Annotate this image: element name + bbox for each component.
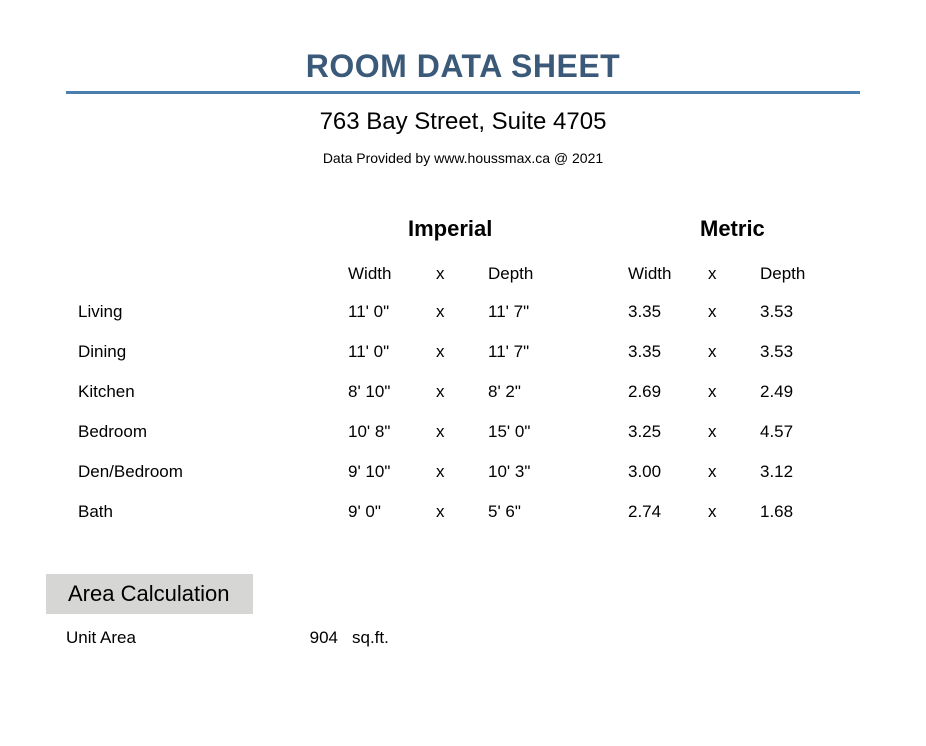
imp-width: 11' 0": [348, 342, 436, 362]
col-header-met-depth: Depth: [760, 264, 840, 284]
imp-depth: 5' 6": [488, 502, 598, 522]
met-depth: 3.12: [760, 462, 840, 482]
imp-depth: 15' 0": [488, 422, 598, 442]
met-width: 3.35: [628, 302, 708, 322]
area-calculation-header: Area Calculation: [46, 574, 253, 614]
imp-x: x: [436, 422, 488, 442]
met-x: x: [708, 462, 760, 482]
room-table: Imperial Metric Width x Depth Width x De…: [78, 216, 860, 522]
table-row: Bath9' 0"x5' 6"2.74x1.68: [78, 502, 860, 522]
group-header-imperial: Imperial: [348, 216, 628, 242]
title-rule: [66, 91, 860, 94]
page-title: ROOM DATA SHEET: [66, 48, 860, 85]
address-line: 763 Bay Street, Suite 4705: [66, 108, 860, 136]
met-depth: 4.57: [760, 422, 840, 442]
room-name: Dining: [78, 342, 348, 362]
room-name: Bedroom: [78, 422, 348, 442]
imp-width: 10' 8": [348, 422, 436, 442]
imp-depth: 10' 3": [488, 462, 598, 482]
col-header-imp-x: x: [436, 264, 488, 284]
imp-width: 9' 10": [348, 462, 436, 482]
table-row: Bedroom10' 8"x15' 0"3.25x4.57: [78, 422, 860, 442]
imp-width: 11' 0": [348, 302, 436, 322]
group-header-metric: Metric: [628, 216, 848, 242]
imp-x: x: [436, 462, 488, 482]
room-name: Living: [78, 302, 348, 322]
area-value: 904: [296, 628, 338, 648]
met-depth: 2.49: [760, 382, 840, 402]
table-row: Kitchen8' 10"x8' 2"2.69x2.49: [78, 382, 860, 402]
col-header-imp-width: Width: [348, 264, 436, 284]
imp-width: 8' 10": [348, 382, 436, 402]
area-label: Unit Area: [66, 628, 296, 648]
met-width: 2.74: [628, 502, 708, 522]
met-width: 3.00: [628, 462, 708, 482]
table-row: Living11' 0"x11' 7"3.35x3.53: [78, 302, 860, 322]
met-width: 2.69: [628, 382, 708, 402]
col-header-met-x: x: [708, 264, 760, 284]
room-name: Bath: [78, 502, 348, 522]
imp-depth: 11' 7": [488, 302, 598, 322]
imp-depth: 11' 7": [488, 342, 598, 362]
met-x: x: [708, 302, 760, 322]
imp-x: x: [436, 382, 488, 402]
met-width: 3.35: [628, 342, 708, 362]
imp-x: x: [436, 502, 488, 522]
room-name: Kitchen: [78, 382, 348, 402]
met-x: x: [708, 502, 760, 522]
area-unit: sq.ft.: [338, 628, 389, 648]
table-row: Den/Bedroom9' 10"x10' 3"3.00x3.12: [78, 462, 860, 482]
imp-x: x: [436, 342, 488, 362]
met-depth: 3.53: [760, 342, 840, 362]
met-x: x: [708, 422, 760, 442]
met-x: x: [708, 342, 760, 362]
col-header-imp-depth: Depth: [488, 264, 598, 284]
met-x: x: [708, 382, 760, 402]
data-provided-by: Data Provided by www.houssmax.ca @ 2021: [66, 150, 860, 166]
room-name: Den/Bedroom: [78, 462, 348, 482]
met-width: 3.25: [628, 422, 708, 442]
imp-depth: 8' 2": [488, 382, 598, 402]
met-depth: 3.53: [760, 302, 840, 322]
imp-x: x: [436, 302, 488, 322]
imp-width: 9' 0": [348, 502, 436, 522]
table-row: Dining11' 0"x11' 7"3.35x3.53: [78, 342, 860, 362]
met-depth: 1.68: [760, 502, 840, 522]
col-header-met-width: Width: [628, 264, 708, 284]
